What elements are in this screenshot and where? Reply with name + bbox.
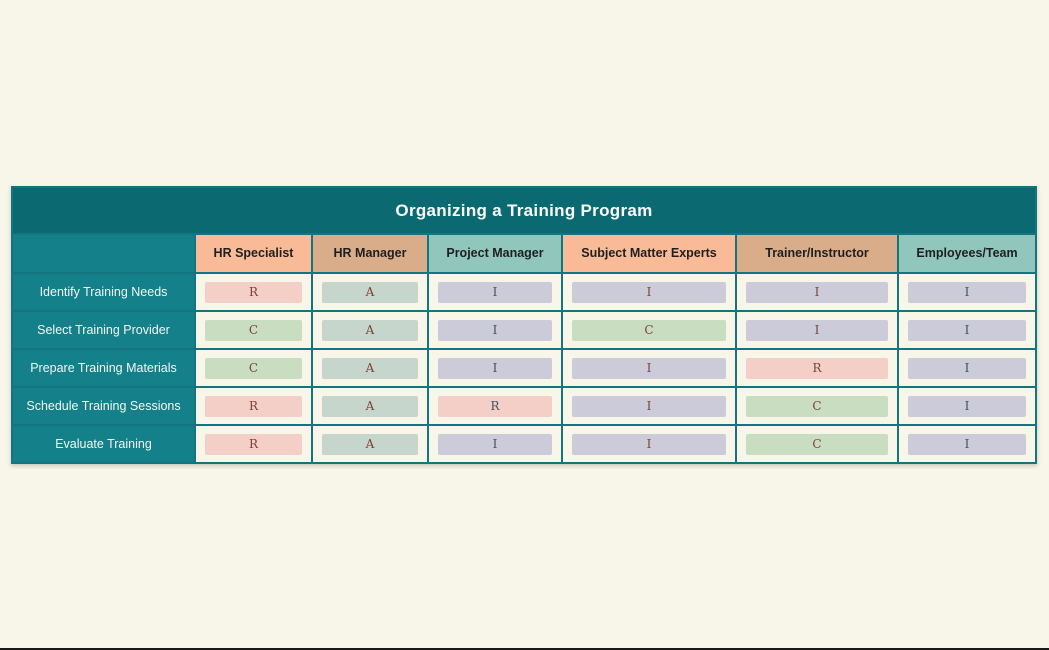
raci-pill-C: C: [746, 433, 888, 455]
raci-pill-C: C: [572, 319, 726, 341]
raci-cell: I: [563, 426, 735, 462]
raci-pill-I: I: [572, 281, 726, 303]
raci-cell: C: [737, 426, 897, 462]
bottom-edge-line: [0, 648, 1049, 650]
raci-cell: R: [196, 388, 311, 424]
raci-pill-R: R: [205, 281, 302, 303]
raci-cell: I: [899, 426, 1035, 462]
raci-cell: A: [313, 426, 427, 462]
raci-cell: R: [196, 274, 311, 310]
raci-pill-I: I: [572, 433, 726, 455]
raci-cell: I: [563, 274, 735, 310]
task-label: Identify Training Needs: [13, 274, 194, 310]
raci-pill-I: I: [572, 357, 726, 379]
raci-cell: C: [196, 312, 311, 348]
raci-cell: R: [737, 350, 897, 386]
raci-pill-I: I: [438, 433, 552, 455]
raci-pill-I: I: [908, 281, 1026, 303]
raci-matrix-table: Organizing a Training Program HR Special…: [11, 186, 1037, 464]
task-label: Prepare Training Materials: [13, 350, 194, 386]
raci-cell: C: [563, 312, 735, 348]
column-header-3: Project Manager: [429, 235, 561, 272]
raci-cell: I: [429, 274, 561, 310]
raci-cell: A: [313, 350, 427, 386]
raci-pill-I: I: [572, 395, 726, 417]
raci-pill-I: I: [438, 281, 552, 303]
raci-cell: R: [196, 426, 311, 462]
raci-cell: I: [899, 274, 1035, 310]
raci-cell: A: [313, 274, 427, 310]
raci-cell: R: [429, 388, 561, 424]
raci-cell: A: [313, 388, 427, 424]
raci-pill-I: I: [746, 281, 888, 303]
raci-cell: I: [429, 350, 561, 386]
column-header-1: HR Specialist: [196, 235, 311, 272]
raci-pill-I: I: [438, 319, 552, 341]
raci-pill-A: A: [322, 319, 418, 341]
raci-pill-I: I: [908, 357, 1026, 379]
raci-pill-I: I: [908, 395, 1026, 417]
task-label: Schedule Training Sessions: [13, 388, 194, 424]
raci-pill-A: A: [322, 433, 418, 455]
raci-pill-C: C: [746, 395, 888, 417]
column-header-5: Trainer/Instructor: [737, 235, 897, 272]
raci-cell: I: [737, 312, 897, 348]
raci-grid: HR Specialist HR Manager Project Manager Su…: [13, 235, 1035, 462]
raci-cell: C: [737, 388, 897, 424]
raci-cell: I: [429, 426, 561, 462]
table-title-bar: Organizing a Training Program: [13, 188, 1035, 233]
raci-pill-A: A: [322, 395, 418, 417]
raci-cell: I: [429, 312, 561, 348]
raci-cell: A: [313, 312, 427, 348]
table-title: Organizing a Training Program: [395, 200, 653, 220]
raci-pill-I: I: [908, 433, 1026, 455]
raci-pill-R: R: [205, 395, 302, 417]
raci-cell: I: [899, 388, 1035, 424]
raci-pill-A: A: [322, 281, 418, 303]
raci-pill-R: R: [746, 357, 888, 379]
task-label: Select Training Provider: [13, 312, 194, 348]
raci-cell: I: [899, 350, 1035, 386]
raci-pill-I: I: [438, 357, 552, 379]
raci-pill-R: R: [438, 395, 552, 417]
column-header-4: Subject Matter Experts: [563, 235, 735, 272]
corner-cell: [13, 235, 194, 272]
raci-pill-I: I: [908, 319, 1026, 341]
raci-pill-C: C: [205, 357, 302, 379]
raci-pill-R: R: [205, 433, 302, 455]
raci-pill-I: I: [746, 319, 888, 341]
raci-cell: I: [563, 350, 735, 386]
raci-cell: I: [737, 274, 897, 310]
column-header-6: Employees/Team: [899, 235, 1035, 272]
column-header-2: HR Manager: [313, 235, 427, 272]
raci-pill-C: C: [205, 319, 302, 341]
task-label: Evaluate Training: [13, 426, 194, 462]
raci-cell: I: [563, 388, 735, 424]
raci-cell: I: [899, 312, 1035, 348]
raci-pill-A: A: [322, 357, 418, 379]
raci-cell: C: [196, 350, 311, 386]
